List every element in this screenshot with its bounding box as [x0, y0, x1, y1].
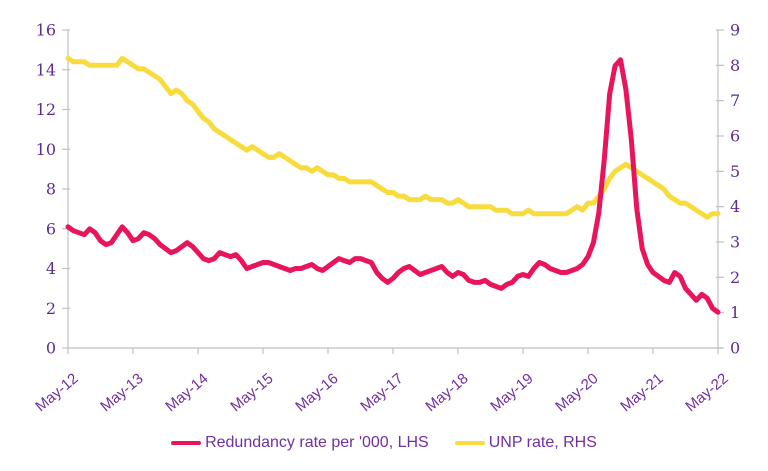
y-axis-left-tick-label: 6 [46, 219, 56, 238]
legend: Redundancy rate per '000, LHS UNP rate, … [0, 431, 768, 455]
redundancy-rate-line [65, 57, 721, 315]
y-axis-right-tick-label: 5 [730, 162, 740, 181]
legend-marker-redundancy-line [171, 441, 202, 445]
x-axis-tick-label: May-19 [487, 370, 536, 415]
x-axis-tick-label: May-18 [422, 370, 471, 415]
legend-marker-unp-line [454, 441, 485, 445]
x-axis-tick-label: May-14 [162, 370, 211, 415]
y-axis-left-tick-label: 4 [46, 259, 56, 278]
legend-item-redundancy-rate: Redundancy rate per '000, LHS [171, 434, 429, 452]
y-axis-left-tick-label: 16 [36, 21, 56, 40]
y-axis-right-tick-label: 8 [730, 56, 740, 75]
y-axis-right-tick-label: 1 [730, 303, 740, 322]
x-axis-tick-label: May-17 [357, 370, 406, 415]
y-axis-right-tick-label: 7 [730, 91, 740, 110]
y-axis-left-tick-label: 12 [36, 100, 56, 119]
y-axis-right-tick-label: 6 [730, 127, 740, 146]
y-axis-left-tick-label: 0 [46, 339, 56, 358]
legend-item-unp-rate: UNP rate, RHS [454, 434, 597, 452]
y-axis-left-tick-label: 14 [36, 60, 56, 79]
y-axis-left-tick-label: 2 [46, 299, 56, 318]
x-axis-tick-label: May-16 [292, 370, 341, 415]
x-axis-tick-label: May-15 [227, 370, 276, 415]
unp-rate-line [65, 55, 721, 220]
x-axis-tick-label: May-20 [552, 370, 601, 415]
x-axis-tick-label: May-21 [617, 370, 666, 415]
y-axis-right-tick-label: 0 [730, 339, 740, 358]
y-axis-right-tick-label: 2 [730, 268, 740, 287]
legend-label-unp-rate: UNP rate, RHS [488, 434, 597, 451]
y-axis-left-tick-label: 10 [36, 140, 56, 159]
x-axis-tick-label: May-13 [97, 370, 146, 415]
x-axis-tick-label: May-22 [682, 370, 731, 415]
y-axis-right-tick-label: 3 [730, 233, 740, 252]
y-axis-right-tick-label: 9 [730, 21, 740, 40]
legend-label-redundancy-rate: Redundancy rate per '000, LHS [205, 434, 429, 451]
y-axis-left-tick-label: 8 [46, 180, 56, 199]
y-axis-right-tick-label: 4 [730, 197, 740, 216]
x-axis-tick-label: May-12 [32, 370, 81, 415]
